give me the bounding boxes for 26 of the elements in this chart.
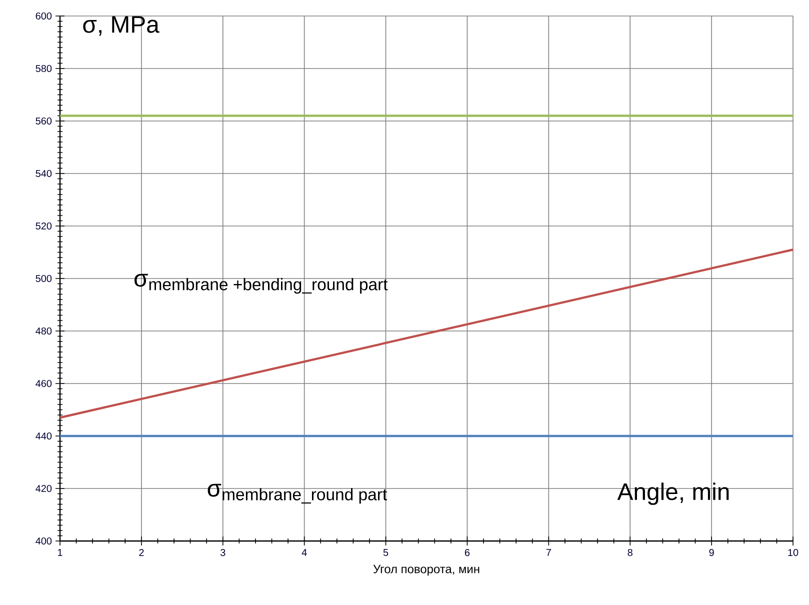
y-tick-label: 600 — [36, 12, 52, 20]
y-tick-label: 480 — [36, 327, 52, 335]
y-tick-label: 460 — [36, 380, 52, 388]
y-tick-label: 560 — [36, 117, 52, 125]
x-axis-title: Угол поворота, мин — [373, 564, 480, 576]
x-tick-label: 7 — [546, 549, 551, 556]
annotation: σ, MPa — [83, 16, 160, 36]
annotation: Angle, min — [617, 482, 729, 505]
x-tick-label: 6 — [464, 549, 470, 556]
y-tick-label: 420 — [36, 484, 52, 492]
annotation: $\text{σ}_{\text{membrane\_round part}}$ — [208, 484, 387, 504]
x-tick-label: 1 — [58, 549, 62, 556]
y-tick-label: 400 — [36, 537, 52, 545]
x-tick-label: 8 — [628, 549, 632, 556]
y-tick-label: 500 — [36, 274, 52, 282]
x-tick-label: 5 — [383, 549, 388, 556]
y-tick-label: 440 — [36, 432, 52, 440]
x-tick-label: 4 — [302, 549, 307, 556]
annotation: $\text{σ}_{\text{membrane +bending\_round part}}$ — [134, 274, 388, 294]
x-tick-label: 10 — [788, 549, 798, 556]
x-tick-label: 9 — [709, 549, 714, 556]
x-tick-label: 3 — [220, 549, 226, 556]
y-tick-label: 540 — [36, 170, 52, 178]
y-tick-label: 580 — [36, 64, 52, 72]
x-tick-label: 2 — [139, 549, 144, 556]
y-tick-label: 520 — [36, 222, 52, 230]
